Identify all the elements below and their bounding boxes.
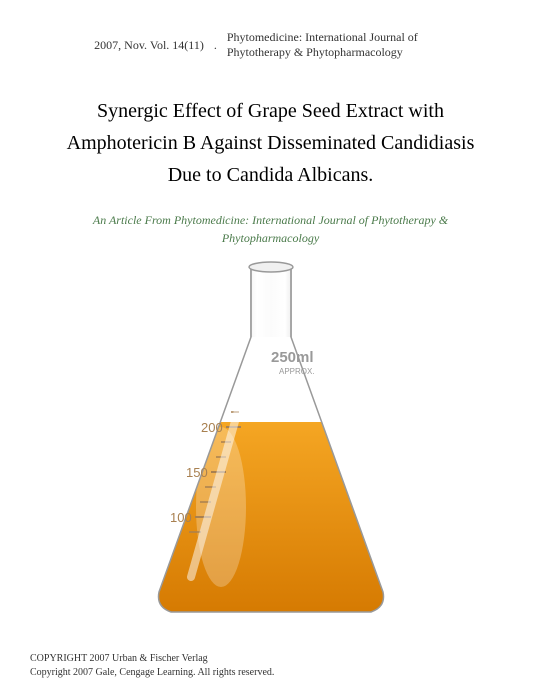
header-separator: .	[214, 38, 217, 53]
flask-icon: 250ml APPROX. 200 150 100	[131, 257, 411, 627]
issue-info: 2007, Nov. Vol. 14(11)	[94, 38, 204, 53]
header: 2007, Nov. Vol. 14(11) . Phytomedicine: …	[0, 0, 541, 70]
journal-name: Phytomedicine: International Journal of …	[227, 30, 447, 60]
article-title: Synergic Effect of Grape Seed Extract wi…	[0, 70, 541, 206]
copyright-line-1: COPYRIGHT 2007 Urban & Fischer Verlag	[30, 652, 274, 666]
scale-150: 150	[186, 465, 208, 480]
flask-approx: APPROX.	[279, 367, 315, 376]
footer: COPYRIGHT 2007 Urban & Fischer Verlag Co…	[30, 652, 274, 680]
scale-100: 100	[170, 510, 192, 525]
copyright-line-2: Copyright 2007 Gale, Cengage Learning. A…	[30, 666, 274, 680]
flask-capacity: 250ml	[271, 349, 314, 366]
article-subtitle: An Article From Phytomedicine: Internati…	[0, 206, 541, 257]
scale-200: 200	[201, 420, 223, 435]
flask-illustration: 250ml APPROX. 200 150 100	[0, 257, 541, 627]
